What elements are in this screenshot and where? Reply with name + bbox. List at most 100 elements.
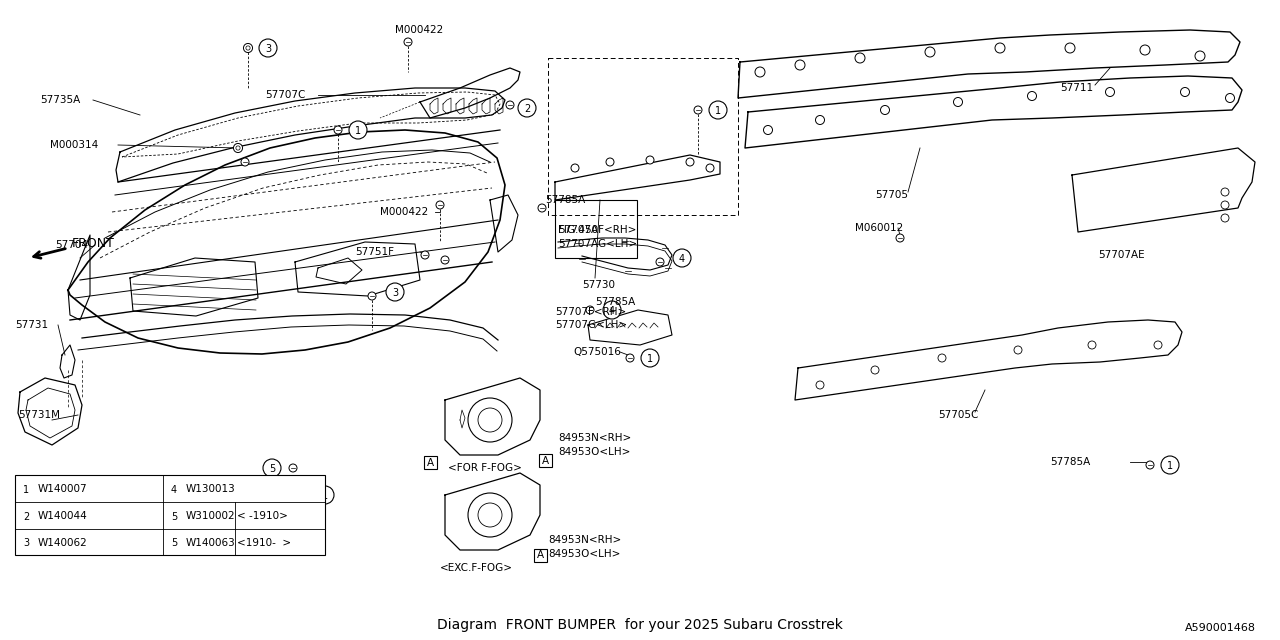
Text: <FOR F-FOG>: <FOR F-FOG> — [448, 463, 522, 473]
Circle shape — [404, 38, 412, 46]
Text: FRONT: FRONT — [72, 237, 115, 250]
Text: Diagram  FRONT BUMPER  for your 2025 Subaru Crosstrek: Diagram FRONT BUMPER for your 2025 Subar… — [436, 618, 844, 632]
Text: A: A — [541, 456, 549, 465]
Text: W140062: W140062 — [38, 538, 88, 548]
Circle shape — [954, 97, 963, 106]
Circle shape — [1221, 201, 1229, 209]
Circle shape — [1225, 93, 1234, 102]
Text: A: A — [426, 458, 434, 467]
Circle shape — [518, 99, 536, 117]
Text: 3: 3 — [23, 538, 29, 548]
Text: 57785A: 57785A — [545, 195, 585, 205]
Circle shape — [316, 486, 334, 504]
Circle shape — [1088, 341, 1096, 349]
Text: M000422: M000422 — [396, 25, 443, 35]
Text: 57707F<RH>: 57707F<RH> — [556, 307, 626, 317]
Circle shape — [995, 43, 1005, 53]
Text: 5: 5 — [170, 511, 177, 522]
Circle shape — [477, 408, 502, 432]
Circle shape — [1180, 88, 1189, 97]
Text: 57785A: 57785A — [595, 297, 635, 307]
Text: < -1910>: < -1910> — [237, 511, 288, 521]
Text: 57730: 57730 — [582, 280, 614, 290]
Text: A590001468: A590001468 — [1185, 623, 1256, 633]
Bar — [556, 200, 637, 258]
Text: 5: 5 — [269, 463, 275, 474]
Text: W130013: W130013 — [186, 484, 236, 494]
Circle shape — [241, 158, 250, 166]
Text: 57704: 57704 — [55, 240, 88, 250]
Circle shape — [334, 126, 342, 134]
Circle shape — [1014, 346, 1021, 354]
Text: 84953O<LH>: 84953O<LH> — [558, 447, 630, 457]
Text: 57785A: 57785A — [1050, 457, 1091, 467]
Text: 5: 5 — [170, 538, 177, 548]
Text: W140063: W140063 — [186, 538, 236, 548]
Circle shape — [925, 47, 934, 57]
Text: <EXC.F-FOG>: <EXC.F-FOG> — [440, 563, 513, 573]
Circle shape — [289, 464, 297, 472]
Circle shape — [1140, 45, 1149, 55]
Circle shape — [233, 143, 242, 152]
Circle shape — [442, 256, 449, 264]
Text: M000422: M000422 — [380, 207, 429, 217]
Text: 1: 1 — [646, 353, 653, 364]
Circle shape — [538, 204, 547, 212]
Circle shape — [18, 508, 35, 524]
Text: 1: 1 — [716, 106, 721, 115]
Circle shape — [1161, 456, 1179, 474]
Circle shape — [506, 101, 515, 109]
Text: M060012: M060012 — [855, 223, 904, 233]
Text: 84953O<LH>: 84953O<LH> — [548, 549, 621, 559]
Bar — [539, 454, 552, 467]
Circle shape — [243, 44, 252, 52]
Circle shape — [817, 381, 824, 389]
Circle shape — [571, 164, 579, 172]
Text: 4: 4 — [172, 484, 177, 495]
Circle shape — [603, 301, 621, 319]
Circle shape — [166, 508, 182, 524]
Text: 4: 4 — [678, 253, 685, 264]
Circle shape — [1196, 51, 1204, 61]
Text: 1: 1 — [355, 125, 361, 136]
Circle shape — [259, 39, 276, 57]
Circle shape — [262, 459, 282, 477]
Circle shape — [387, 283, 404, 301]
Circle shape — [477, 503, 502, 527]
Circle shape — [1065, 43, 1075, 53]
Text: 3: 3 — [265, 44, 271, 54]
Circle shape — [707, 164, 714, 172]
Text: A: A — [536, 550, 544, 561]
Circle shape — [18, 535, 35, 551]
Circle shape — [436, 201, 444, 209]
Circle shape — [795, 60, 805, 70]
Text: W140007: W140007 — [38, 484, 87, 494]
Text: 84953N<RH>: 84953N<RH> — [558, 433, 631, 443]
Text: 57707C: 57707C — [265, 90, 306, 100]
Bar — [15, 475, 325, 555]
Circle shape — [301, 486, 308, 494]
Circle shape — [468, 493, 512, 537]
Circle shape — [694, 106, 701, 114]
Circle shape — [855, 53, 865, 63]
Text: 57705C: 57705C — [938, 410, 978, 420]
Circle shape — [1155, 341, 1162, 349]
Circle shape — [673, 249, 691, 267]
Circle shape — [18, 481, 35, 497]
Circle shape — [1221, 188, 1229, 196]
Circle shape — [468, 398, 512, 442]
Text: 57751F: 57751F — [355, 247, 394, 257]
Circle shape — [1106, 88, 1115, 97]
Circle shape — [815, 115, 824, 125]
Circle shape — [586, 306, 594, 314]
Circle shape — [1221, 214, 1229, 222]
Text: 57707AE: 57707AE — [1098, 250, 1144, 260]
Text: FIG.450: FIG.450 — [558, 225, 598, 235]
Circle shape — [626, 354, 634, 362]
Text: 57711: 57711 — [1060, 83, 1093, 93]
Circle shape — [349, 121, 367, 139]
Circle shape — [881, 106, 890, 115]
Text: 1: 1 — [23, 484, 29, 495]
Circle shape — [166, 481, 182, 497]
Text: 57731: 57731 — [15, 320, 49, 330]
